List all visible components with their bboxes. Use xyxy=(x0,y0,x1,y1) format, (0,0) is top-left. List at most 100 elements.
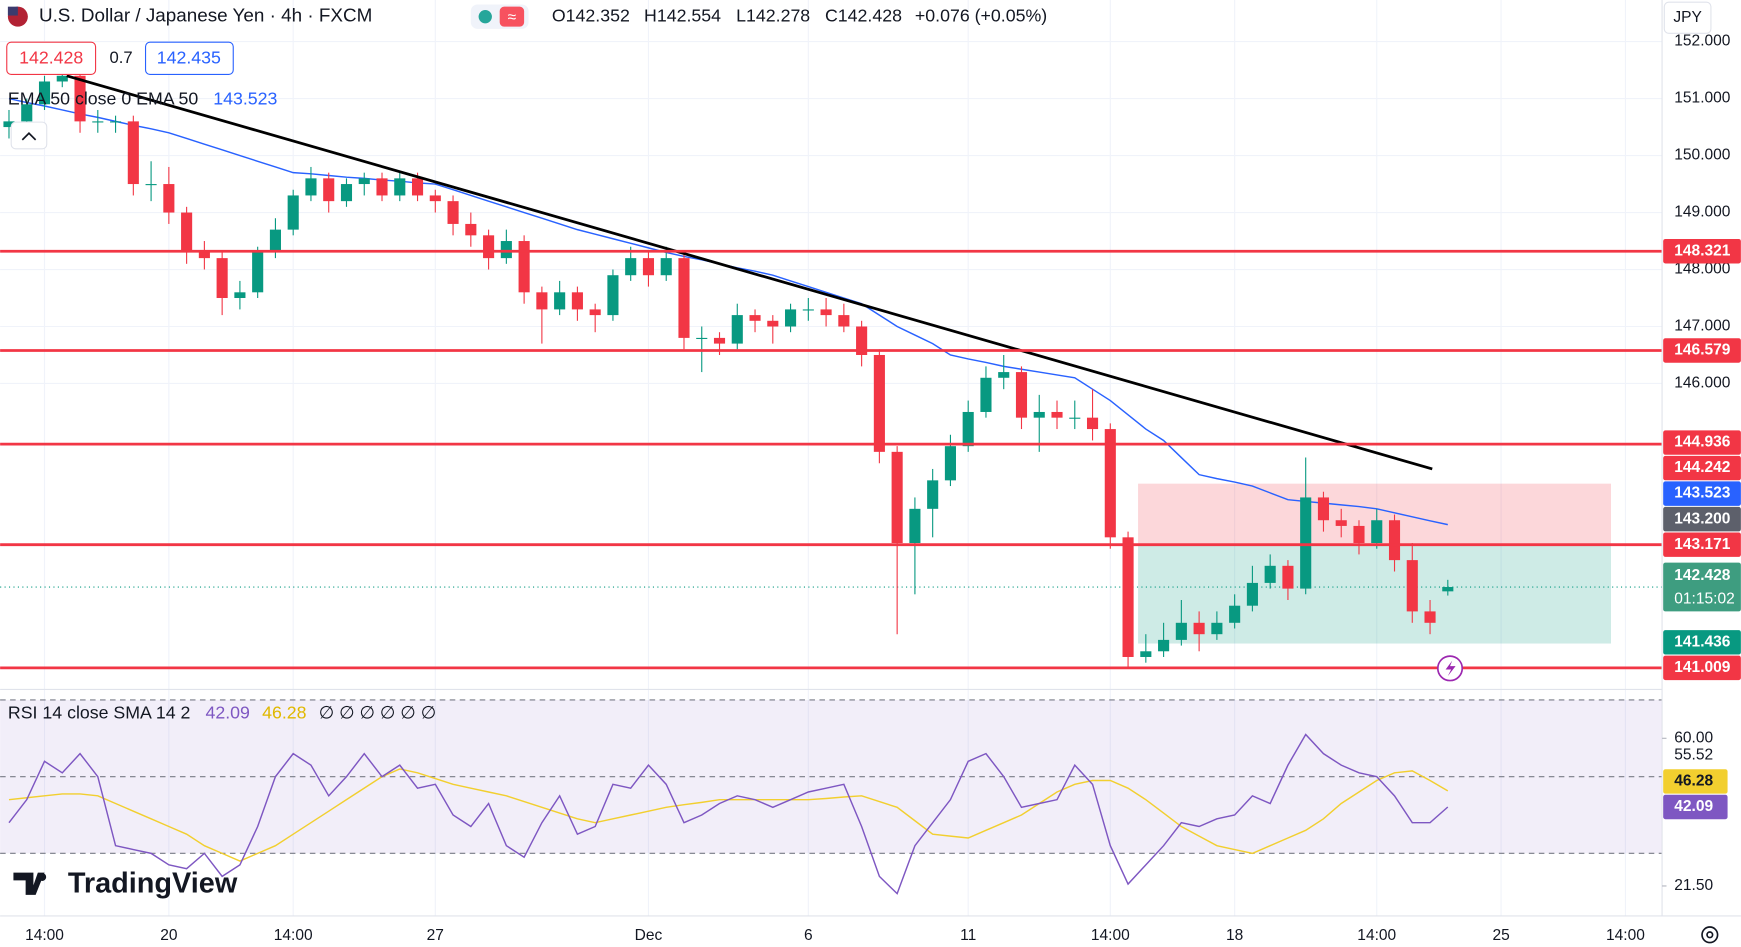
sell-button[interactable] xyxy=(6,41,97,75)
candle-body xyxy=(38,81,51,105)
rsi-label: 42.09 xyxy=(1674,798,1713,815)
candle-body xyxy=(1158,639,1170,652)
candle-body xyxy=(1406,560,1418,612)
x-tick-label: 14:00 xyxy=(274,927,313,944)
x-tick-label: 14:00 xyxy=(1091,927,1130,944)
candle-body xyxy=(909,508,921,544)
candle-body xyxy=(1246,582,1258,606)
candle-body xyxy=(1335,520,1347,526)
price-label-bg xyxy=(1663,338,1741,363)
low-value: L142.278 xyxy=(736,5,810,25)
candle-body xyxy=(998,372,1010,378)
candle-body xyxy=(1104,429,1116,538)
candle-body xyxy=(820,309,832,316)
flag-icon-canton xyxy=(7,6,18,16)
candle-body xyxy=(358,178,370,185)
rsi-label-bg xyxy=(1663,794,1728,820)
candle-body xyxy=(678,258,690,338)
candle-body xyxy=(21,104,33,122)
price-labels: 148.321 146.579 144.936 143.171 141.009 144.2… xyxy=(1663,239,1741,820)
price-label: 141.436 xyxy=(1674,633,1731,650)
candle-body xyxy=(1229,605,1241,623)
candle-body xyxy=(749,315,761,321)
ema-legend-value: 143.523 xyxy=(213,89,277,109)
candle-body xyxy=(1193,622,1205,635)
candle-body xyxy=(1140,651,1152,657)
currency: JPY xyxy=(1673,9,1702,26)
candle-body xyxy=(163,184,175,213)
ask-price: 142.435 xyxy=(157,48,221,68)
candle-body xyxy=(891,451,903,544)
candle-body xyxy=(216,258,228,299)
y-tick-label: 151.000 xyxy=(1674,90,1731,107)
candle-body xyxy=(713,337,726,344)
candle-body xyxy=(1069,417,1081,419)
ema-legend: EMA 50 close 0 EMA 50 xyxy=(8,89,199,109)
spread: 0.7 xyxy=(110,48,133,67)
candle-body xyxy=(1442,587,1454,592)
candle-body xyxy=(980,377,992,412)
candle-body xyxy=(3,121,15,128)
candle-body xyxy=(1175,622,1187,640)
x-tick-label: 20 xyxy=(160,927,178,944)
candle-body xyxy=(110,121,122,123)
collapse-icon xyxy=(21,132,37,141)
alert-icon-glyph xyxy=(1445,660,1456,677)
candle-body xyxy=(376,178,388,196)
grid xyxy=(0,0,1663,916)
price-label: 148.321 xyxy=(1674,242,1731,259)
candle-body xyxy=(873,354,885,452)
y-tick-label: 146.000 xyxy=(1674,375,1731,392)
logo-mark-dot xyxy=(38,873,47,881)
x-tick-label: 25 xyxy=(1492,927,1509,944)
price-label-bg xyxy=(1663,506,1741,532)
price-label-bg xyxy=(1663,532,1741,557)
candle-body xyxy=(962,411,974,447)
candle-body xyxy=(642,258,655,276)
y-tick-label: 150.000 xyxy=(1674,147,1731,164)
rsi-sma-label: 46.28 xyxy=(1674,773,1713,790)
candle-body xyxy=(1388,520,1401,561)
candle-body xyxy=(340,184,353,202)
price-label-bg xyxy=(1663,481,1741,506)
candle-body xyxy=(802,309,814,311)
rsi-panel xyxy=(0,699,1663,895)
candle-body xyxy=(536,292,548,310)
price-label-bg xyxy=(1663,630,1741,655)
price-label: 144.936 xyxy=(1674,434,1731,451)
candle-body xyxy=(1353,525,1365,544)
x-tick-label: 6 xyxy=(804,927,813,944)
candle-body xyxy=(1015,372,1028,418)
price-panel xyxy=(0,64,1663,670)
countdown-label: 01:15:02 xyxy=(1674,590,1734,607)
trendline xyxy=(66,74,1433,471)
x-tick-label: 14:00 xyxy=(1606,927,1645,944)
currency-button[interactable] xyxy=(1663,1,1712,34)
logo-mark xyxy=(13,872,45,895)
candle-body xyxy=(269,229,281,253)
rsi-sma-legend-value: 46.28 xyxy=(262,703,307,723)
buy-button[interactable] xyxy=(144,41,234,75)
settings-icon xyxy=(1706,931,1714,939)
delay-icon-glyph: ≈ xyxy=(508,9,517,26)
collapse-button[interactable] xyxy=(10,121,48,150)
candle-body xyxy=(589,309,601,316)
candle-body xyxy=(483,235,495,259)
price-label-bg xyxy=(1663,562,1741,612)
header: U.S. Dollar / Japanese Yen · 4h · FXCM ≈… xyxy=(6,1,1719,944)
candle-body xyxy=(500,241,512,259)
candle-body xyxy=(447,201,459,224)
symbol-title: U.S. Dollar / Japanese Yen · 4h · FXCM xyxy=(39,5,372,26)
candle-body xyxy=(1033,411,1045,418)
delay-icon[interactable] xyxy=(499,6,525,27)
x-tick-label: 27 xyxy=(427,927,444,944)
price-label: 143.523 xyxy=(1674,485,1731,502)
settings-button[interactable] xyxy=(1701,926,1719,944)
rsi-hover-label: 55.52 xyxy=(1674,747,1713,764)
price-label: 143.171 xyxy=(1674,536,1731,553)
open-value: O142.352 xyxy=(552,5,630,25)
y-tick-label: 148.000 xyxy=(1674,261,1731,278)
price-label: 144.242 xyxy=(1674,459,1731,476)
candle-body xyxy=(1051,411,1063,418)
